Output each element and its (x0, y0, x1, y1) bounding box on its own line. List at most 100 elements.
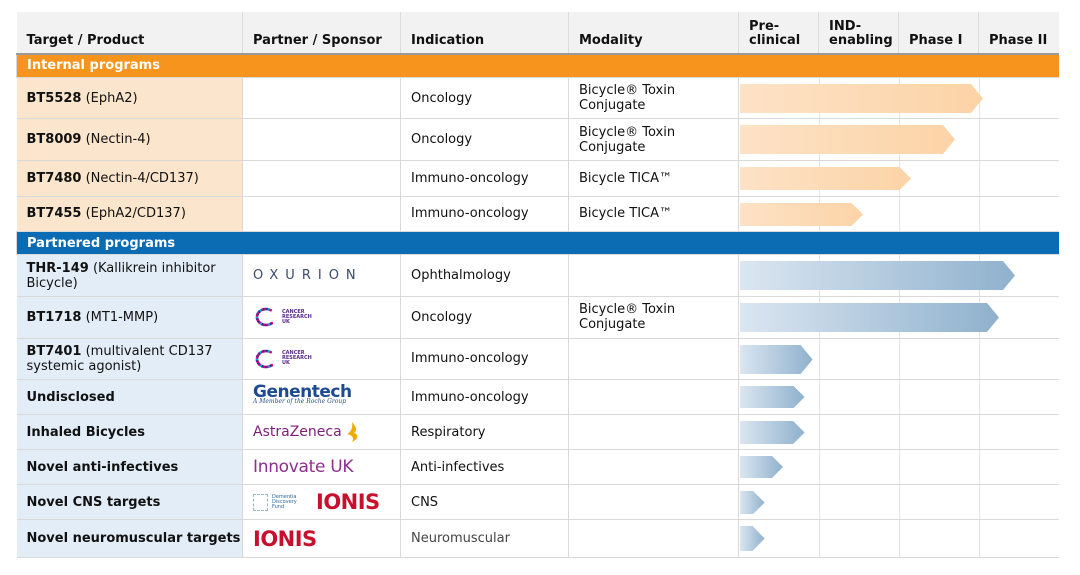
indication-cell: Respiratory (400, 414, 569, 451)
ddf-logo-mark (253, 493, 268, 511)
phase-cell (738, 160, 1059, 197)
program-product: Undisclosed (26, 389, 115, 405)
indication-cell: Immuno-oncology (400, 379, 569, 415)
astrazeneca-symbol-icon (346, 422, 358, 443)
phase-cell (738, 414, 1059, 451)
header-target: Target / Product (16, 12, 243, 55)
header-row: Target / Product Partner / Sponsor Indic… (16, 12, 1059, 55)
modality-cell: Bicycle® Toxin Conjugate (568, 77, 739, 120)
modality-cell (568, 338, 739, 381)
program-row: Inhaled Bicycles AstraZeneca Respiratory (16, 414, 1059, 451)
cancer-research-uk-logo: CANCER RESEARCH UK (253, 349, 312, 369)
phase-progress-bar (740, 420, 805, 444)
phase-bar-svg (740, 83, 983, 113)
phase-gridline (819, 484, 820, 519)
crc-dots-icon (255, 307, 274, 327)
cancer-research-uk-logo: CANCER RESEARCH UK (253, 307, 312, 327)
partner-cell: AstraZeneca (242, 414, 401, 451)
indication-cell: Neuromuscular (400, 519, 569, 558)
modality-cell: Bicycle TICA™ (568, 196, 739, 233)
partner-cell: OXURION (242, 254, 401, 298)
phase-gridline (899, 484, 900, 519)
phase-progress-bar (740, 386, 805, 409)
modality-cell (568, 254, 739, 298)
phase-bar-svg (740, 261, 1015, 291)
program-target: (Nectin-4/CD137) (85, 170, 199, 186)
program-name-cell: BT8009 (Nectin-4) (16, 118, 243, 162)
program-name-cell: BT7480 (Nectin-4/CD137) (16, 160, 243, 197)
modality-cell (568, 519, 739, 558)
program-row: Novel CNS targets Dementia Discovery Fund… (16, 484, 1059, 521)
phase-bar-svg (740, 456, 783, 479)
indication-cell: Oncology (400, 296, 569, 339)
modality-cell (568, 449, 739, 485)
header-phase-1: Phase I (898, 12, 979, 55)
phase-gridline (899, 450, 900, 484)
astrazeneca-wordmark: AstraZeneca (253, 424, 342, 441)
phase-bar-svg (740, 167, 911, 191)
phase-gridline (979, 161, 980, 196)
program-row: BT5528 (EphA2) Oncology Bicycle® Toxin Con… (16, 77, 1059, 120)
astrazeneca-logo: AstraZeneca (253, 421, 362, 443)
modality-cell (568, 379, 739, 415)
oxurion-logo: OXURION (253, 268, 363, 284)
program-name-cell: BT5528 (EphA2) (16, 77, 243, 120)
phase-gridline (819, 380, 820, 414)
program-product: BT8009 (26, 132, 82, 148)
section-title: Partnered programs (16, 231, 1059, 256)
phase-cell (738, 449, 1059, 485)
header-phase-ind-enabling: IND- enabling (818, 12, 899, 55)
phase-progress-bar (740, 456, 783, 479)
partner-cell (242, 160, 401, 197)
ddf-wordmark: Dementia Discovery Fund (272, 493, 297, 510)
program-product: BT7480 (26, 170, 82, 186)
phase-gridline (979, 484, 980, 519)
modality-cell: Bicycle® Toxin Conjugate (568, 296, 739, 339)
phase-cell (738, 338, 1059, 381)
program-target: (multivalent CD137 systemic agonist) (26, 343, 213, 374)
phase-bar-svg (740, 344, 813, 374)
program-row: THR-149 (Kallikrein inhibitor Bicycle) OX… (16, 254, 1059, 298)
partner-cell: CANCER RESEARCH UK (242, 338, 401, 381)
phase-gridline (899, 520, 900, 557)
section-title: Internal programs (16, 54, 1059, 78)
genentech-wordmark: Genentech (253, 382, 352, 403)
phase-cell (738, 296, 1059, 339)
phase-gridline (899, 414, 900, 449)
phase-gridline (979, 119, 980, 160)
phase-cell (738, 379, 1059, 415)
program-product: THR-149 (26, 260, 89, 276)
phase-bar-svg (740, 420, 805, 444)
phase-progress-bar (740, 261, 1015, 291)
partner-cell (242, 196, 401, 233)
phase-gridline (899, 380, 900, 414)
program-name-cell: BT7455 (EphA2/CD137) (16, 196, 243, 233)
program-product: Novel CNS targets (26, 494, 161, 510)
program-product: Novel anti-infectives (26, 459, 179, 475)
pipeline-table: Target / Product Partner / Sponsor Indic… (16, 12, 1059, 558)
program-product: Inhaled Bicycles (26, 424, 146, 440)
indication-cell: Anti-infectives (400, 449, 569, 485)
indication-cell: Oncology (400, 118, 569, 162)
phase-bar-svg (740, 202, 863, 226)
header-phase-2: Phase II (978, 12, 1059, 55)
program-product: BT7401 (26, 343, 82, 359)
program-row: BT7480 (Nectin-4/CD137) Immuno-oncology Bi… (16, 160, 1059, 197)
program-row: BT7455 (EphA2/CD137) Immuno-oncology Bicyc… (16, 196, 1059, 233)
indication-cell: Ophthalmology (400, 254, 569, 298)
program-name-cell: BT1718 (MT1-MMP) (16, 296, 243, 339)
phase-gridline (979, 380, 980, 414)
indication-cell: Immuno-oncology (400, 160, 569, 197)
program-target: (Nectin-4) (85, 132, 151, 148)
phase-bar-svg (740, 526, 765, 552)
partner-cell: Genentech A Member of the Roche Group (242, 379, 401, 415)
phase-gridline (979, 450, 980, 484)
program-name-cell: Novel CNS targets (16, 484, 243, 521)
phase-gridline (979, 414, 980, 449)
crc-dots-icon (255, 349, 274, 369)
header-partner: Partner / Sponsor (242, 12, 401, 55)
program-target: (EphA2/CD137) (85, 206, 186, 222)
crc-wordmark: CANCER RESEARCH UK (282, 308, 312, 325)
phase-gridline (979, 196, 980, 231)
program-product: BT7455 (26, 206, 82, 222)
